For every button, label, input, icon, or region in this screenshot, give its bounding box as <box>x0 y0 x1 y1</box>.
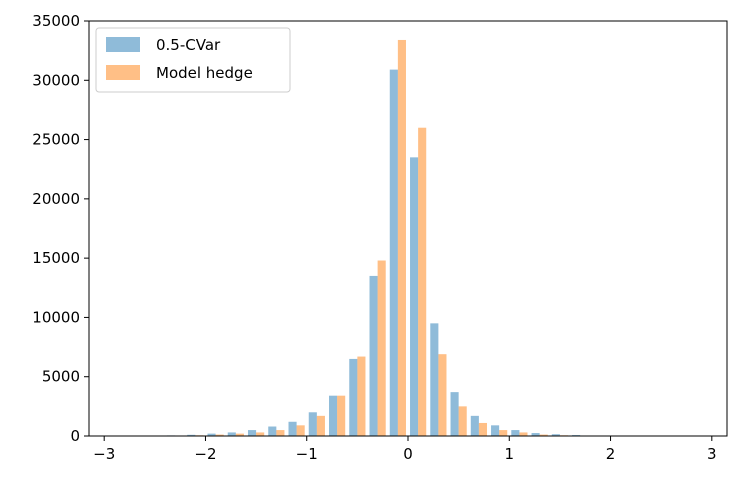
bar-cvar-6 <box>227 432 236 436</box>
legend-swatch-cvar <box>106 37 140 52</box>
bar-cvar-12 <box>349 358 358 436</box>
bar-cvar-15 <box>410 157 419 436</box>
y-tick-label: 10000 <box>32 308 80 326</box>
y-tick-label: 35000 <box>32 12 80 30</box>
bar-cvar-13 <box>369 275 378 436</box>
y-tick-label: 15000 <box>32 249 80 267</box>
legend-swatch-model-hedge <box>106 65 140 80</box>
bar-model-hedge-9 <box>296 425 305 436</box>
bar-model-hedge-13 <box>377 260 386 436</box>
bar-cvar-5 <box>207 433 216 436</box>
y-tick-label: 25000 <box>32 131 80 149</box>
bar-cvar-18 <box>470 415 479 436</box>
bar-cvar-14 <box>389 69 398 436</box>
bar-model-hedge-17 <box>458 406 467 436</box>
bar-model-hedge-8 <box>276 430 285 436</box>
legend: 0.5-CVar Model hedge <box>95 27 291 93</box>
y-axis-ticks: 0 5000 10000 15000 20000 25000 30000 35000 <box>32 12 89 445</box>
y-tick-label: 0 <box>70 427 80 445</box>
x-axis-ticks: −3 −2 −1 0 1 2 3 <box>93 436 717 463</box>
legend-label-model-hedge: Model hedge <box>156 64 253 82</box>
bar-cvar-4 <box>187 434 196 436</box>
bar-cvar-10 <box>308 412 317 436</box>
bar-cvar-19 <box>491 425 500 436</box>
legend-box <box>95 27 291 93</box>
bar-model-hedge-18 <box>478 422 487 436</box>
bar-model-hedge-11 <box>337 395 346 436</box>
x-tick-label: 1 <box>504 445 514 463</box>
bar-cvar-8 <box>268 426 277 436</box>
bars-layer <box>146 39 670 436</box>
bar-model-hedge-20 <box>519 432 528 436</box>
axes-frame <box>88 20 728 437</box>
bar-model-hedge-12 <box>357 356 366 436</box>
bar-model-hedge-14 <box>397 39 406 436</box>
bar-cvar-11 <box>329 395 338 436</box>
x-tick-label: −3 <box>93 445 115 463</box>
bar-cvar-20 <box>511 430 520 436</box>
bar-cvar-17 <box>450 392 459 436</box>
bar-cvar-9 <box>288 421 297 436</box>
bar-model-hedge-19 <box>499 430 508 436</box>
y-tick-label: 5000 <box>42 368 80 386</box>
legend-label-cvar: 0.5-CVar <box>156 36 221 54</box>
x-tick-label: 0 <box>403 445 413 463</box>
x-tick-label: −2 <box>194 445 216 463</box>
y-tick-label: 30000 <box>32 71 80 89</box>
bar-cvar-21 <box>531 433 540 436</box>
bar-cvar-16 <box>430 323 439 436</box>
bar-model-hedge-10 <box>316 415 325 436</box>
bar-model-hedge-15 <box>418 127 427 436</box>
bar-model-hedge-7 <box>256 432 265 436</box>
bar-model-hedge-6 <box>235 433 244 436</box>
x-tick-label: −1 <box>296 445 318 463</box>
y-tick-label: 20000 <box>32 190 80 208</box>
x-tick-label: 2 <box>606 445 616 463</box>
x-tick-label: 3 <box>707 445 717 463</box>
bar-model-hedge-21 <box>539 434 548 436</box>
bar-model-hedge-16 <box>438 354 447 436</box>
bar-model-hedge-5 <box>215 434 224 436</box>
bar-cvar-22 <box>551 434 560 436</box>
bar-cvar-7 <box>247 430 257 436</box>
